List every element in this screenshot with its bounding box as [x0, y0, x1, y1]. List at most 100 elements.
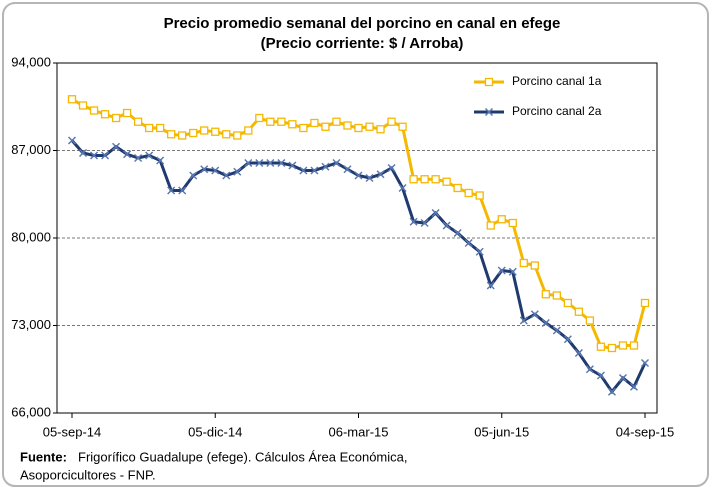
marker — [552, 291, 561, 300]
marker — [101, 151, 110, 160]
y-tick-label: 87,000 — [11, 142, 51, 157]
marker — [211, 127, 220, 136]
y-tick-label: 80,000 — [11, 229, 51, 244]
marker — [332, 117, 341, 126]
marker — [508, 218, 517, 228]
marker — [552, 326, 561, 335]
marker — [67, 136, 77, 145]
marker — [233, 131, 242, 140]
x-tick-label: 06-mar-15 — [329, 424, 389, 439]
marker — [376, 170, 385, 179]
marker — [321, 122, 330, 131]
marker — [365, 122, 374, 131]
marker — [255, 158, 264, 168]
marker — [387, 163, 396, 173]
marker — [607, 343, 617, 353]
marker — [563, 335, 572, 344]
marker — [585, 316, 595, 325]
x-tick-label: 05-dic-14 — [188, 424, 242, 439]
marker — [90, 151, 99, 160]
marker — [167, 186, 176, 195]
marker — [464, 238, 473, 248]
marker — [409, 175, 418, 184]
marker — [189, 171, 198, 180]
marker — [144, 123, 154, 133]
marker — [519, 316, 528, 325]
marker — [398, 122, 407, 131]
frame — [2, 2, 709, 487]
marker — [277, 117, 286, 126]
marker — [486, 281, 495, 290]
marker — [178, 186, 187, 195]
marker — [299, 166, 308, 175]
marker — [122, 108, 132, 118]
x-tick-label: 05-jun-15 — [474, 424, 529, 439]
marker — [629, 382, 639, 391]
marker — [497, 215, 506, 224]
marker — [244, 158, 253, 168]
marker — [354, 123, 363, 133]
marker — [332, 158, 341, 168]
marker — [563, 298, 573, 308]
marker — [453, 183, 462, 193]
series — [67, 136, 650, 396]
marker — [112, 142, 121, 151]
legend-symbol — [484, 107, 494, 117]
chart-title: Precio promedio semanal del porcino en c… — [164, 15, 561, 32]
plot-area — [56, 62, 658, 414]
source-text: Asoporcicultores - FNP. — [20, 467, 156, 482]
legend-label: Porcino canal 2a — [512, 104, 602, 118]
marker — [244, 126, 253, 135]
legend-symbol — [484, 77, 494, 87]
marker — [222, 130, 231, 139]
marker — [640, 358, 650, 368]
marker — [111, 113, 121, 123]
marker — [277, 158, 286, 168]
marker — [133, 117, 143, 126]
marker — [387, 117, 396, 126]
marker — [266, 117, 275, 126]
marker — [475, 191, 484, 200]
marker — [618, 373, 627, 383]
marker — [310, 118, 319, 128]
chart-subtitle: (Precio corriente: $ / Arroba) — [261, 35, 464, 52]
marker — [431, 175, 440, 184]
marker — [519, 258, 528, 268]
marker — [178, 131, 187, 140]
marker — [475, 247, 484, 256]
marker — [431, 208, 440, 218]
marker — [255, 113, 264, 123]
marker — [354, 171, 363, 180]
marker — [288, 161, 297, 170]
marker — [442, 221, 451, 230]
marker — [266, 158, 275, 168]
marker — [486, 221, 495, 230]
marker — [596, 342, 606, 351]
marker — [200, 126, 209, 135]
marker — [89, 106, 99, 115]
marker — [420, 218, 429, 228]
marker — [100, 110, 110, 119]
marker — [365, 173, 374, 183]
marker — [78, 148, 88, 158]
marker — [618, 341, 628, 350]
series — [67, 95, 650, 353]
marker — [321, 162, 330, 171]
marker — [530, 310, 539, 319]
marker — [541, 318, 550, 328]
marker — [376, 125, 385, 134]
marker — [398, 183, 407, 193]
marker — [409, 217, 418, 226]
marker — [156, 156, 165, 165]
y-tick-label: 66,000 — [11, 404, 51, 419]
marker — [420, 175, 429, 184]
marker — [343, 121, 352, 130]
marker — [640, 298, 650, 308]
marker — [189, 128, 198, 138]
x-tick-label: 05-sep-14 — [43, 424, 102, 439]
marker — [67, 95, 77, 104]
y-tick-label: 73,000 — [11, 317, 51, 332]
marker — [78, 101, 88, 110]
